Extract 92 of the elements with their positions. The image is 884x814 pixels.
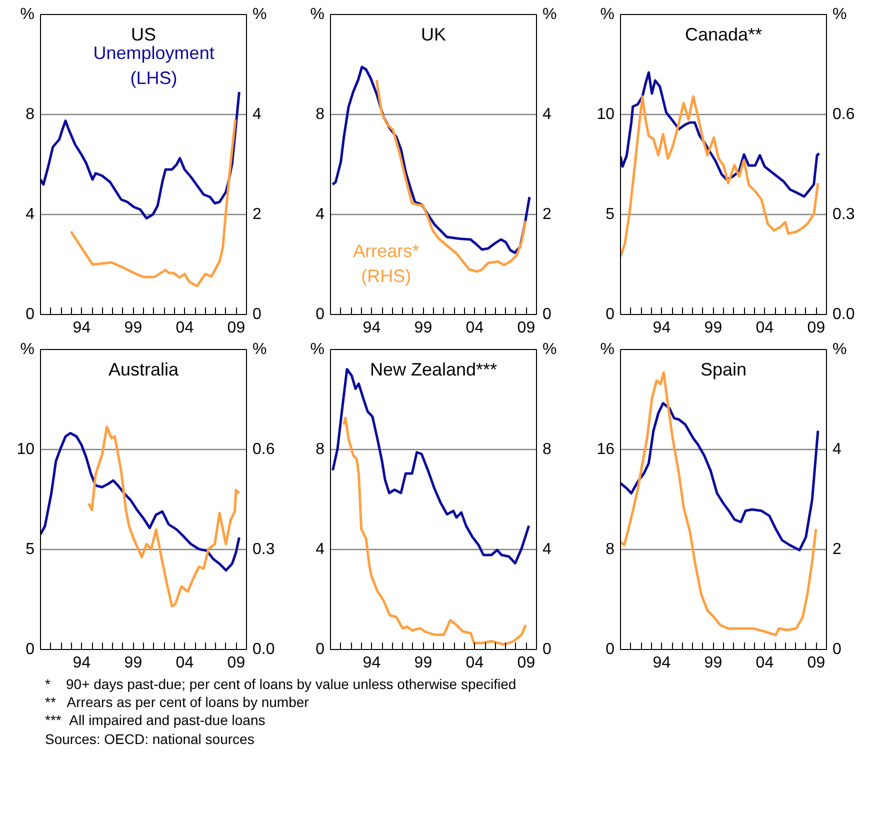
y-axis-title: % [310, 341, 325, 358]
line-series [620, 71, 820, 198]
y2-tick-label: 0.6 [832, 106, 855, 123]
x-tick-label: 04 [756, 654, 774, 672]
x-tick-label: 94 [362, 320, 381, 336]
y-tick-label: 4 [316, 206, 325, 223]
source-note: Sources: OECD: national sources [45, 730, 254, 747]
y2-tick-label: 0 [542, 641, 552, 658]
series-label: Unemployment (LHS) [93, 43, 214, 88]
y2-axis-title: % [542, 6, 557, 23]
y-tick-label: 8 [606, 541, 615, 558]
y-tick-label: 10 [16, 441, 35, 458]
series-label: Arrears* (RHS) [353, 241, 420, 286]
x-tick-label: 94 [362, 654, 381, 672]
x-tick-label: 09 [807, 654, 826, 672]
y-tick-label: 8 [26, 106, 35, 123]
y2-axis-title: % [252, 6, 267, 23]
text: UK [421, 24, 446, 44]
y2-tick-label: 0 [252, 306, 262, 323]
y2-axis-title: % [832, 341, 847, 358]
text: Canada** [684, 24, 762, 44]
y2-tick-label: 0.6 [252, 441, 275, 458]
x-tick-label: 04 [176, 320, 194, 336]
y2-tick-label: 4 [542, 106, 552, 123]
y-tick-label: 0 [26, 641, 35, 658]
x-tick-label: 09 [807, 320, 826, 336]
x-tick-label: 99 [124, 320, 142, 336]
y-tick-label: 0 [316, 306, 325, 323]
y-tick-label: 0 [316, 641, 325, 658]
y-tick-label: 16 [596, 441, 615, 458]
line-series [40, 90, 240, 220]
y-tick-label: 0 [606, 641, 615, 658]
y-tick-label: 8 [316, 441, 325, 458]
x-tick-label: 94 [72, 320, 91, 336]
x-tick-label: 99 [704, 654, 722, 672]
x-tick-label: 09 [517, 320, 536, 336]
y2-tick-label: 0 [832, 641, 842, 658]
y2-axis-title: % [832, 6, 847, 23]
y2-tick-label: 4 [252, 106, 262, 123]
x-tick-label: 04 [756, 320, 774, 336]
y-tick-label: 4 [316, 541, 325, 558]
y2-tick-label: 4 [832, 441, 842, 458]
y-tick-label: 5 [606, 206, 615, 223]
x-tick-label: 04 [466, 654, 484, 672]
y2-tick-label: 0.0 [252, 641, 275, 658]
y-tick-label: 5 [26, 541, 35, 558]
y2-axis-title: % [542, 341, 557, 358]
text: New Zealand*** [370, 360, 498, 380]
x-tick-label: 04 [466, 320, 484, 336]
y2-tick-label: 0.3 [832, 206, 855, 223]
y2-axis-title: % [252, 341, 267, 358]
line-series [342, 416, 527, 646]
text: Australia [108, 360, 180, 380]
x-tick-label: 09 [227, 320, 246, 336]
y-tick-label: 10 [596, 106, 615, 123]
y-tick-label: 8 [316, 106, 325, 123]
y-axis-title: % [20, 6, 35, 23]
line-series [620, 402, 820, 552]
text: Spain [700, 360, 747, 380]
x-tick-label: 99 [414, 654, 432, 672]
y2-tick-label: 0.3 [252, 541, 275, 558]
x-tick-label: 09 [227, 654, 246, 672]
x-tick-label: 94 [652, 654, 671, 672]
y2-tick-label: 4 [542, 541, 552, 558]
x-tick-label: 99 [124, 654, 142, 672]
text: ** Arrears as per cent of loans by number [45, 694, 309, 710]
line-series [87, 426, 240, 608]
y2-tick-label: 8 [542, 441, 552, 458]
x-tick-label: 09 [517, 654, 536, 672]
y-axis-title: % [20, 341, 35, 358]
x-tick-label: 04 [176, 654, 194, 672]
text: * 90+ days past-due; per cent of loans by value unless otherwise specified [45, 676, 516, 692]
y2-tick-label: 2 [832, 541, 842, 558]
line-series [620, 95, 820, 258]
text: *** All impaired and past-due loans [45, 712, 266, 728]
line-series [70, 118, 237, 288]
line-series [40, 432, 240, 572]
x-tick-label: 99 [414, 320, 432, 336]
y-tick-label: 0 [26, 306, 35, 323]
y-tick-label: 0 [606, 306, 615, 323]
y2-tick-label: 0 [542, 306, 552, 323]
y-tick-label: 4 [26, 206, 35, 223]
y2-tick-label: 2 [542, 206, 552, 223]
y2-tick-label: 0.0 [832, 306, 855, 323]
y-axis-title: % [310, 6, 325, 23]
text: US [131, 24, 156, 44]
x-tick-label: 94 [72, 654, 91, 672]
x-tick-label: 94 [652, 320, 671, 336]
y2-tick-label: 2 [252, 206, 262, 223]
x-tick-label: 99 [704, 320, 722, 336]
y-axis-title: % [600, 341, 615, 358]
y-axis-title: % [600, 6, 615, 23]
